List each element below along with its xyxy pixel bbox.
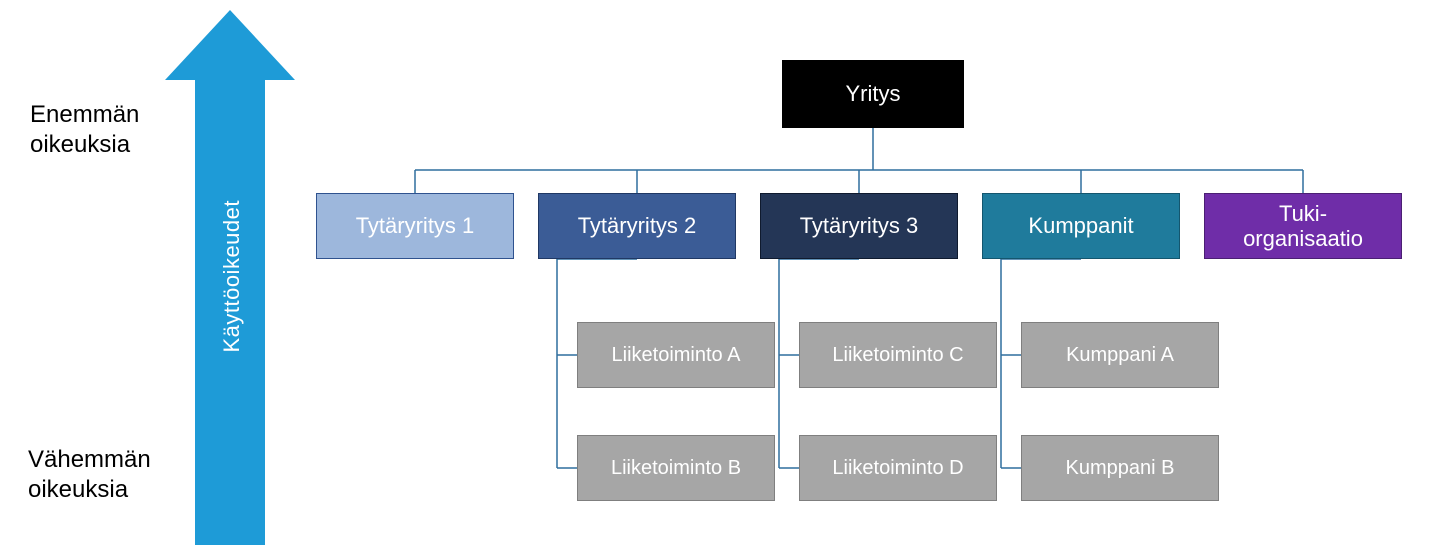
- top-permissions-label: Enemmän oikeuksia: [30, 100, 139, 160]
- l3-node-0-label: Liiketoiminto A: [612, 344, 741, 367]
- l2-node-sub1: Tytäryritys 1: [316, 193, 514, 259]
- l3-node-2: Liiketoiminto C: [799, 322, 997, 388]
- l3-node-5: Kumppani B: [1021, 435, 1219, 501]
- l2-node-sub3-label: Tytäryritys 3: [800, 213, 919, 238]
- l2-node-sub1-label: Tytäryritys 1: [356, 213, 475, 238]
- top-permissions-label-line1: Enemmän: [30, 101, 139, 128]
- top-permissions-label-line2: oikeuksia: [30, 131, 130, 158]
- l2-node-sub2-label: Tytäryritys 2: [578, 213, 697, 238]
- l2-node-sub3: Tytäryritys 3: [760, 193, 958, 259]
- l3-node-1-label: Liiketoiminto B: [611, 457, 741, 480]
- bottom-permissions-label: Vähemmän oikeuksia: [28, 445, 151, 505]
- l3-node-4: Kumppani A: [1021, 322, 1219, 388]
- l3-node-1: Liiketoiminto B: [577, 435, 775, 501]
- l3-node-5-label: Kumppani B: [1066, 457, 1175, 480]
- diagram-canvas: Käyttöoikeudet Enemmän oikeuksia Vähemmän oi…: [0, 0, 1446, 560]
- l3-node-3: Liiketoiminto D: [799, 435, 997, 501]
- permissions-arrow-label: Käyttöoikeudet: [219, 200, 245, 353]
- l3-node-3-label: Liiketoiminto D: [832, 457, 963, 480]
- l3-node-2-label: Liiketoiminto C: [832, 344, 963, 367]
- permissions-arrow-head: [165, 10, 295, 80]
- l2-node-sub2: Tytäryritys 2: [538, 193, 736, 259]
- l2-node-partners-label: Kumppanit: [1028, 213, 1133, 238]
- root-node: Yritys: [782, 60, 964, 128]
- l3-node-4-label: Kumppani A: [1066, 344, 1174, 367]
- bottom-permissions-label-line2: oikeuksia: [28, 476, 128, 503]
- l2-node-partners: Kumppanit: [982, 193, 1180, 259]
- l2-node-support-label: Tuki- organisaatio: [1243, 201, 1363, 252]
- root-node-label: Yritys: [846, 81, 901, 106]
- l2-node-support: Tuki- organisaatio: [1204, 193, 1402, 259]
- l3-node-0: Liiketoiminto A: [577, 322, 775, 388]
- bottom-permissions-label-line1: Vähemmän: [28, 446, 151, 473]
